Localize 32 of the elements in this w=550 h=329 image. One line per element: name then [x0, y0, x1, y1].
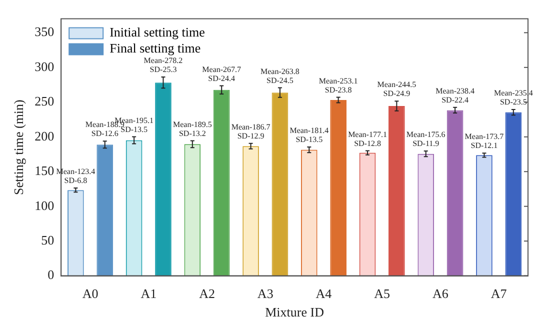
y-tick-label: 350 — [34, 24, 54, 40]
y-tick-label: 100 — [34, 198, 54, 213]
data-label: Mean-278.2 SD-25.3 — [144, 56, 183, 74]
legend-label: Final setting time — [110, 40, 201, 56]
x-axis-title: Mixture ID — [265, 304, 324, 320]
x-tick-label: A3 — [257, 286, 274, 302]
y-tick-label: 250 — [34, 94, 54, 109]
data-label: Mean-173.7 SD-12.1 — [464, 132, 504, 150]
data-label: Mean-186.7 SD-12.9 — [231, 122, 270, 140]
x-tick-label: A5 — [374, 286, 390, 302]
data-label: Mean-238.4 SD-22.4 — [436, 86, 474, 105]
x-tick-label: A4 — [316, 286, 332, 302]
y-tick-label: 300 — [34, 58, 54, 74]
y-axis-title: Setting time (min) — [11, 100, 26, 195]
x-tick-label: A0 — [82, 286, 98, 302]
x-tick-label: A1 — [140, 286, 157, 302]
data-label: Mean-253.1 SD-23.8 — [318, 76, 358, 94]
data-label: Mean-263.8 SD-24.5 — [260, 66, 300, 85]
x-tick-label: A7 — [490, 286, 508, 302]
y-tick-label: 50 — [41, 232, 54, 248]
y-tick-label: 150 — [34, 163, 54, 178]
data-label: Mean-244.5 SD-24.9 — [377, 80, 416, 98]
data-label: Mean-189.5 SD-13.2 — [172, 120, 212, 138]
y-tick-label: 200 — [34, 128, 54, 144]
data-label: Mean-177.1 SD-12.8 — [348, 130, 387, 148]
y-tick-label: 0 — [48, 267, 54, 282]
x-tick-label: A6 — [432, 286, 449, 302]
x-tick-label: A2 — [199, 286, 215, 302]
data-label: Mean-175.6 SD-11.9 — [406, 130, 446, 148]
data-label: Mean-267.7 SD-24.4 — [202, 64, 242, 83]
legend-label: Initial setting time — [110, 24, 206, 40]
data-label: Mean-181.4 SD-13.5 — [290, 126, 329, 144]
